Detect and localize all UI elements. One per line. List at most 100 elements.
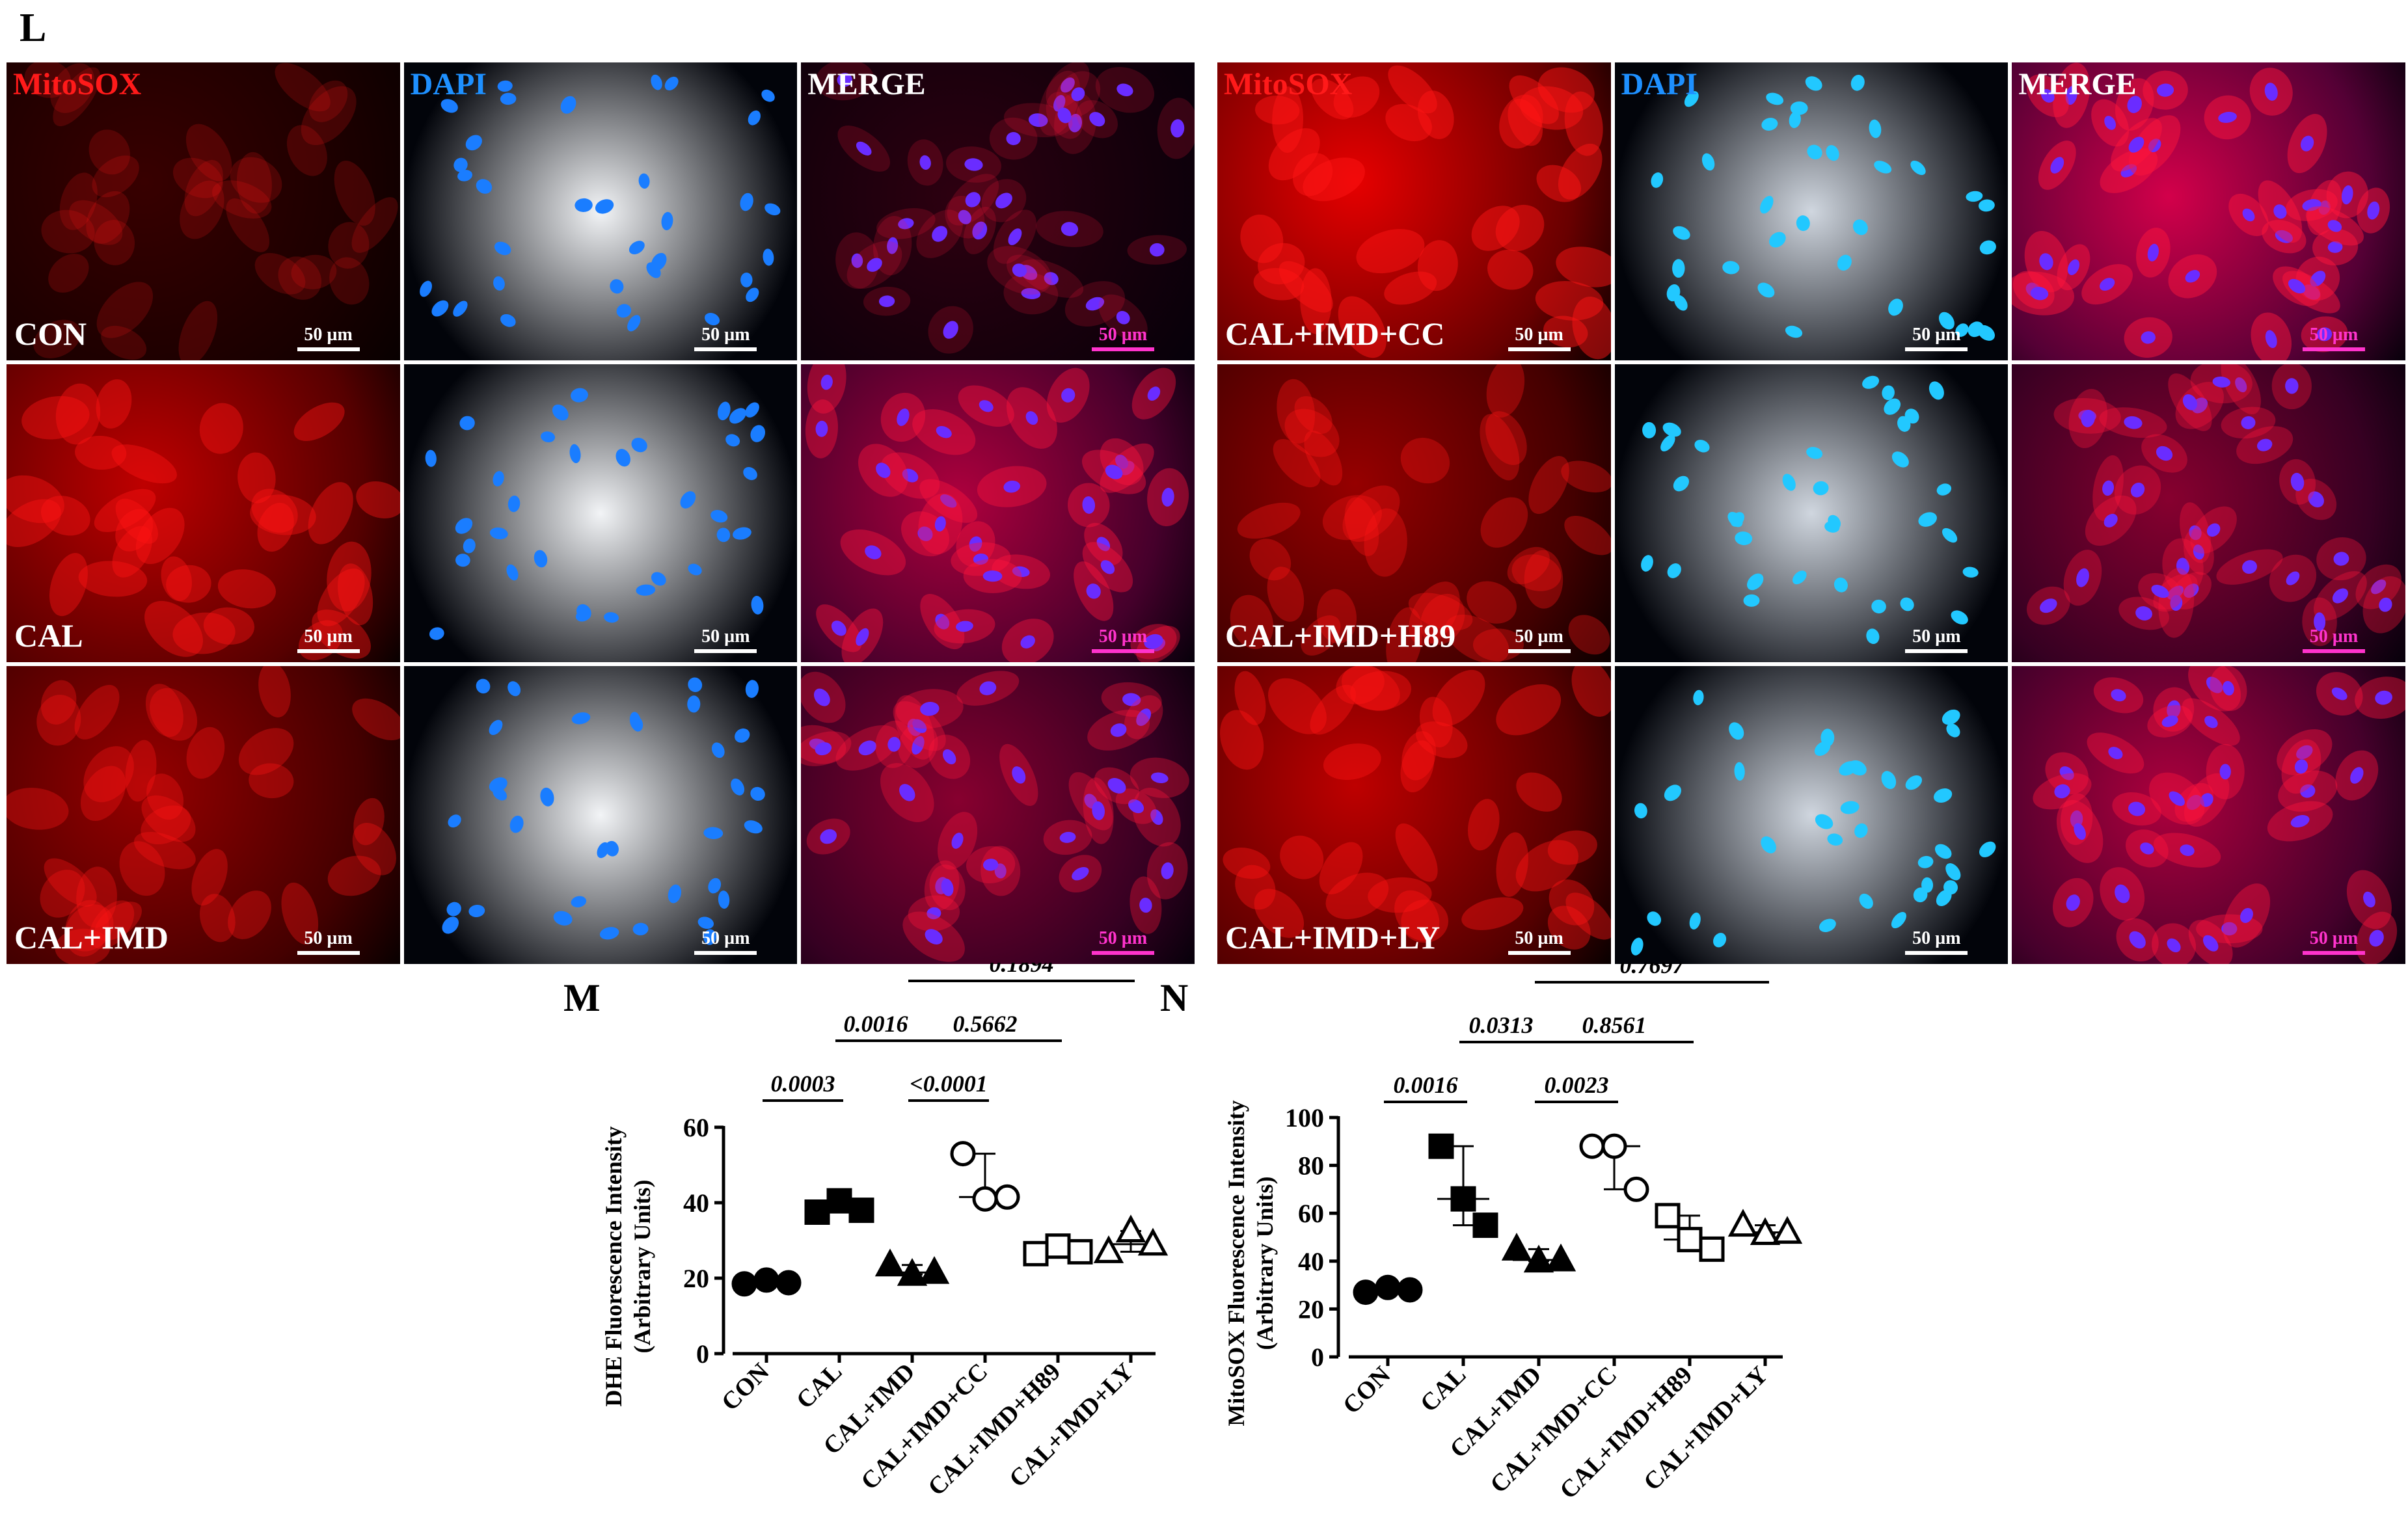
data-point [1353, 1279, 1379, 1305]
group-label: CAL+IMD+LY [1225, 919, 1441, 956]
scale-bar-text: 50 µm [701, 325, 750, 345]
micrograph-left-r3-merge: 50 µm [801, 666, 1195, 964]
x-tick-label: CAL+IMD+H89 [923, 1358, 1066, 1501]
micrograph-left-r1-mitosox: MitoSOX CON 50 µm [7, 62, 400, 360]
cell-image [815, 62, 1195, 354]
y-axis-label: DHE Fluorescence Intensity [601, 1126, 627, 1406]
p-value-label: 0.0023 [1545, 1072, 1609, 1098]
scale-bar-line [1905, 347, 1968, 351]
scale-bar-line [1092, 649, 1154, 653]
y-tick-label: 40 [683, 1188, 709, 1218]
x-tick-label: CAL+IMD+CC [856, 1358, 993, 1495]
scale-bar: 50 µm [1508, 627, 1571, 653]
cell-image [1651, 75, 1996, 341]
cell-image [1230, 364, 1611, 662]
scale-bar: 50 µm [694, 929, 757, 955]
x-tick-label: CAL+IMD+LY [1004, 1358, 1139, 1493]
scale-bar-text: 50 µm [304, 626, 353, 647]
scale-bar-line [1508, 951, 1571, 955]
p-value-label: 0.5662 [953, 1011, 1018, 1037]
data-point [753, 1267, 779, 1293]
scale-bar: 50 µm [297, 929, 360, 955]
scale-bar-line [2303, 649, 2365, 653]
p-value-label: 0.8561 [1582, 1012, 1647, 1038]
data-point [950, 1141, 976, 1167]
chart-n: N 0 20 40 60 80 100 MitoSOX Fluorescence Intens… [1160, 963, 1803, 1505]
scale-bar-text: 50 µm [1098, 626, 1148, 647]
scale-bar-text: 50 µm [1912, 626, 1961, 647]
cell-image [425, 388, 765, 640]
scale-bar: 50 µm [1092, 325, 1154, 351]
data-point [1523, 1244, 1554, 1273]
scale-bar: 50 µm [1905, 325, 1968, 351]
scale-bar: 50 µm [1905, 627, 1968, 653]
cell-image [2027, 364, 2405, 647]
data-point [1699, 1236, 1725, 1262]
x-tick-label: CAL+IMD+H89 [1554, 1361, 1698, 1505]
scale-bar-text: 50 µm [701, 928, 750, 948]
scale-bar-text: 50 µm [304, 325, 353, 345]
cell-image [2012, 62, 2390, 360]
data-point [826, 1188, 852, 1214]
scale-bar-text: 50 µm [304, 928, 353, 948]
micrograph-left-r3-dapi: 50 µm [403, 666, 798, 964]
cell-image [1220, 666, 1611, 950]
data-point [1093, 1235, 1124, 1263]
scale-bar-line [297, 649, 360, 653]
micrograph-left-r1-merge: MERGE 50 µm [801, 62, 1195, 360]
channel-label-dapi: DAPI [410, 67, 487, 101]
scale-bar-text: 50 µm [1515, 626, 1563, 647]
data-point [731, 1271, 757, 1297]
x-tick-label: CAL [1415, 1361, 1471, 1417]
micrograph-left-r2-mitosox: CAL 50 µm [7, 364, 400, 662]
scale-bar-line [1092, 951, 1154, 955]
scale-bar: 50 µm [1508, 325, 1571, 351]
channel-label-merge: MERGE [807, 67, 926, 101]
group-label: CAL+IMD+CC [1225, 315, 1445, 352]
scale-bar: 50 µm [2303, 929, 2365, 955]
data-point [1137, 1227, 1169, 1256]
cell-image [805, 364, 1189, 662]
data-point [776, 1270, 802, 1296]
data-point [972, 1186, 998, 1212]
scale-bar: 50 µm [1092, 929, 1154, 955]
scale-bar-line [694, 951, 757, 955]
cell-image [7, 666, 400, 964]
cell-image [1630, 689, 1996, 956]
data-point [1375, 1274, 1401, 1300]
scale-bar-line [2303, 951, 2365, 955]
scale-bar-text: 50 µm [1515, 928, 1563, 948]
x-tick-label: CAL+IMD+CC [1485, 1361, 1622, 1499]
y-tick-label: 20 [1298, 1294, 1324, 1324]
p-value-label: 0.0003 [771, 1071, 835, 1097]
cell-image [2033, 666, 2405, 964]
data-point [1601, 1133, 1627, 1159]
data-point [1501, 1233, 1532, 1261]
data-point [1045, 1233, 1071, 1259]
scale-bar: 50 µm [297, 325, 360, 351]
cell-image [1640, 375, 1979, 645]
scale-bar: 50 µm [1508, 929, 1571, 955]
scale-bar-text: 50 µm [2309, 626, 2359, 647]
micrograph-grid-right: MitoSOX CAL+IMD+CC 50 µm DAPI 50 µm MERGE 50 µ… [1217, 62, 2405, 964]
y-axis-label: MitoSOX Fluorescence Intensity [1223, 1100, 1249, 1426]
scale-bar-line [1092, 347, 1154, 351]
micrograph-right-r2-dapi: 50 µm [1614, 364, 2009, 662]
scale-bar-text: 50 µm [1515, 325, 1563, 345]
data-point [1623, 1176, 1649, 1202]
cell-image [24, 62, 398, 360]
data-point [1772, 1216, 1803, 1244]
p-value-label: 0.7697 [1620, 963, 1686, 978]
data-point [1579, 1133, 1605, 1159]
channel-label-mitosox: MitoSOX [1224, 67, 1353, 101]
y-tick-label: 80 [1298, 1151, 1324, 1181]
data-point [1677, 1227, 1703, 1253]
data-point [1023, 1240, 1049, 1266]
y-tick-label: 20 [683, 1264, 709, 1293]
scale-bar: 50 µm [297, 627, 360, 653]
data-point [1655, 1203, 1681, 1229]
y-tick-label: 0 [696, 1339, 709, 1369]
p-value-label: <0.0001 [910, 1071, 988, 1097]
scale-bar-line [1905, 649, 1968, 653]
micrograph-right-r1-merge: MERGE 50 µm [2012, 62, 2405, 360]
